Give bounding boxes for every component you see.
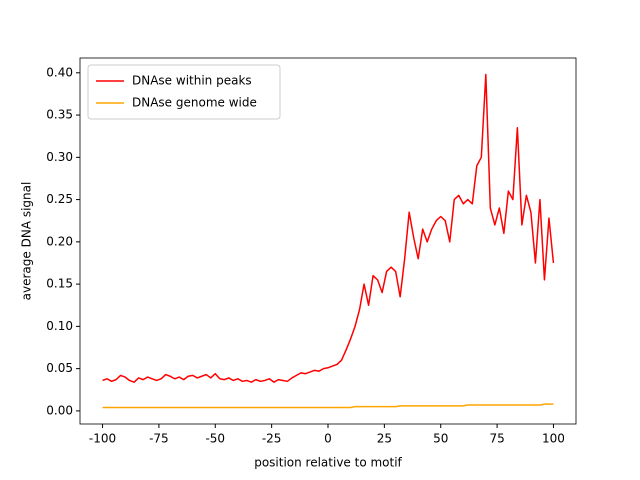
y-tick-label: 0.15 xyxy=(46,277,73,291)
legend-box xyxy=(87,64,281,120)
legend-label: DNAse within peaks xyxy=(132,74,252,88)
x-tick-label: -100 xyxy=(89,432,116,446)
legend-label: DNAse genome wide xyxy=(132,96,257,110)
data-line xyxy=(102,403,554,409)
x-tick-label: -25 xyxy=(262,432,282,446)
x-tick-label: 100 xyxy=(542,432,565,446)
data-line xyxy=(102,73,555,383)
y-tick-label: 0.35 xyxy=(46,108,73,122)
y-tick-label: 0.10 xyxy=(46,319,73,333)
x-axis-label: position relative to motif xyxy=(254,456,402,470)
y-tick-label: 0.40 xyxy=(46,65,73,79)
y-tick-label: 0.25 xyxy=(46,192,73,206)
x-tick-label: -50 xyxy=(205,432,225,446)
y-axis-label: average DNA signal xyxy=(20,182,34,301)
x-tick-label: 25 xyxy=(377,432,392,446)
x-tick-label: -75 xyxy=(149,432,169,446)
y-tick-label: 0.00 xyxy=(46,403,73,417)
plot-frame xyxy=(79,57,577,425)
y-tick-label: 0.05 xyxy=(46,361,73,375)
y-tick-label: 0.20 xyxy=(46,234,73,248)
y-tick-label: 0.30 xyxy=(46,150,73,164)
x-tick-label: 50 xyxy=(433,432,448,446)
x-tick-label: 0 xyxy=(324,432,332,446)
x-tick-label: 75 xyxy=(489,432,504,446)
